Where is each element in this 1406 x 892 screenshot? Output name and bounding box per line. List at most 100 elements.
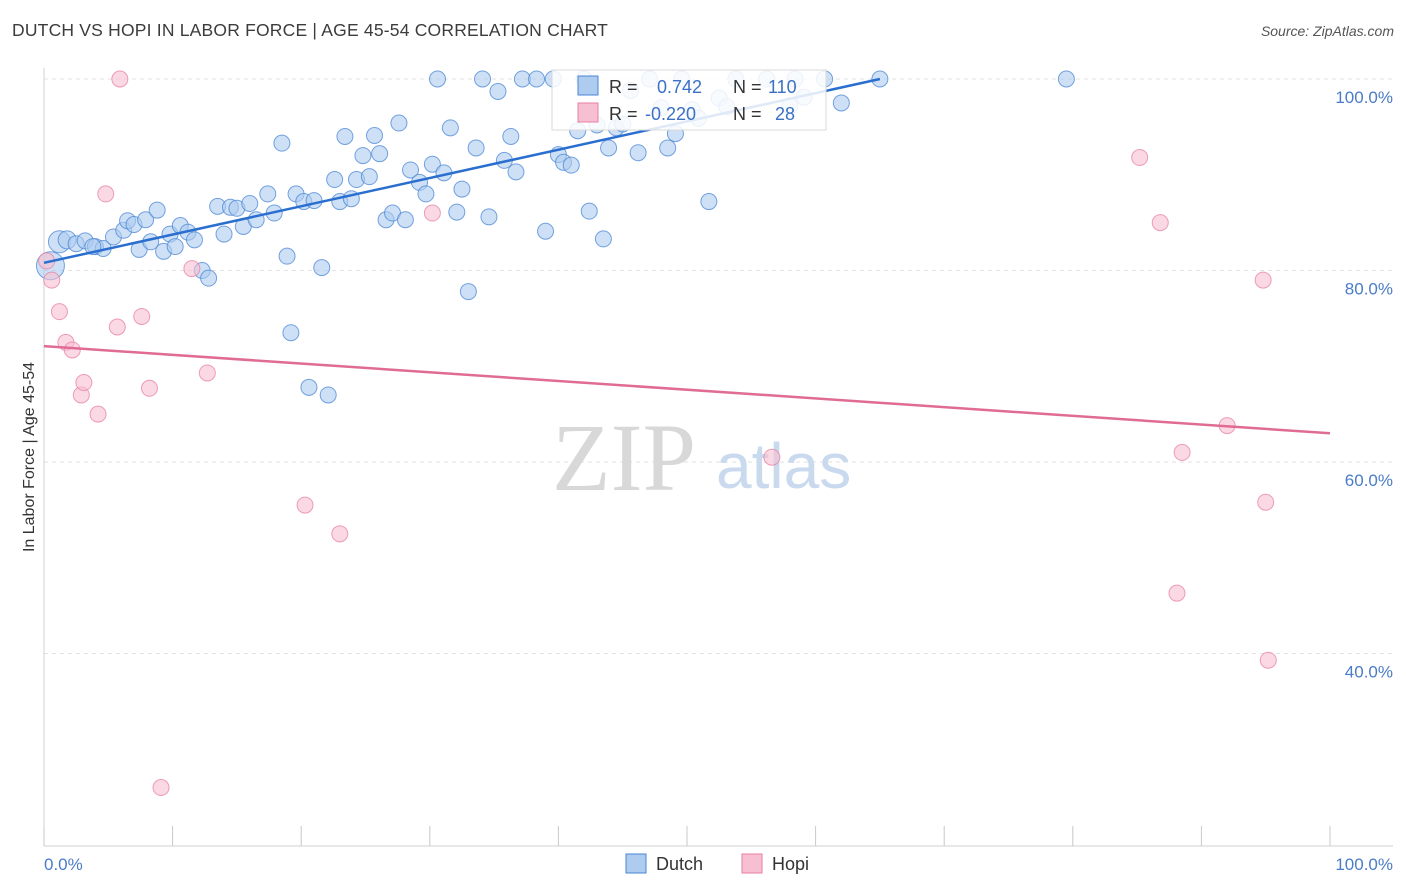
- dutch-stats-swatch: [577, 75, 599, 96]
- hopi-point: [111, 70, 129, 88]
- dutch-point: [502, 127, 520, 145]
- chart-title: DUTCH VS HOPI IN LABOR FORCE | AGE 45-54…: [12, 20, 609, 40]
- dutch-point: [360, 168, 378, 186]
- hopi-point: [1168, 584, 1186, 602]
- dutch-point: [441, 119, 459, 137]
- dutch-point: [1057, 70, 1075, 88]
- dutch-point: [459, 283, 477, 301]
- watermark-zip: ZIP: [552, 404, 696, 511]
- hopi-n-value: 28: [775, 104, 795, 124]
- dutch-point: [562, 156, 580, 174]
- watermark-atlas: atlas: [716, 430, 851, 502]
- y-tick-label: 60.0%: [1345, 471, 1393, 490]
- dutch-point: [166, 238, 184, 256]
- dutch-point: [305, 192, 323, 210]
- hopi-point: [63, 341, 81, 359]
- hopi-point: [331, 525, 349, 543]
- hopi-point: [763, 448, 781, 466]
- dutch-point: [528, 70, 546, 88]
- dutch-point: [480, 208, 498, 226]
- dutch-point: [282, 324, 300, 342]
- dutch-point: [474, 70, 492, 88]
- dutch-point: [507, 163, 525, 181]
- hopi-point: [1257, 493, 1275, 511]
- dutch-point: [594, 230, 612, 248]
- legend-hopi-label: Hopi: [772, 854, 809, 874]
- hopi-point: [108, 318, 126, 336]
- dutch-point: [371, 145, 389, 163]
- dutch-point: [273, 134, 291, 152]
- dutch-point: [390, 114, 408, 132]
- hopi-point: [1151, 214, 1169, 232]
- x-ticks: [43, 826, 1331, 846]
- dutch-point: [366, 126, 384, 144]
- y-axis-label: In Labor Force | Age 45-54: [21, 362, 38, 552]
- dutch-r-label: R =: [609, 77, 638, 97]
- dutch-point: [629, 144, 647, 162]
- hopi-point: [89, 405, 107, 423]
- source-label: Source: ZipAtlas.com: [1260, 23, 1394, 39]
- dutch-point: [537, 222, 555, 240]
- dutch-n-label: N =: [733, 77, 762, 97]
- dutch-point: [659, 139, 677, 157]
- dutch-point: [185, 231, 203, 249]
- dutch-point: [336, 127, 354, 145]
- dutch-point: [326, 171, 344, 189]
- dutch-point: [580, 202, 598, 220]
- dutch-point: [396, 211, 414, 229]
- dutch-point: [200, 269, 218, 287]
- hopi-point: [140, 379, 158, 397]
- hopi-trendline: [43, 344, 1331, 435]
- hopi-point: [75, 374, 93, 392]
- dutch-point: [313, 259, 331, 277]
- dutch-point: [417, 185, 435, 203]
- hopi-point: [152, 779, 170, 797]
- dutch-point: [148, 201, 166, 219]
- bottom-legend: Dutch Hopi: [625, 853, 809, 874]
- dutch-point: [137, 211, 155, 229]
- hopi-point: [198, 364, 216, 382]
- dutch-point: [423, 155, 441, 173]
- dutch-point: [278, 247, 296, 265]
- dutch-point: [453, 180, 471, 198]
- dutch-point: [513, 70, 531, 88]
- x-tick-label-max: 100.0%: [1335, 855, 1393, 874]
- hopi-n-label: N =: [733, 104, 762, 124]
- legend-hopi-swatch: [741, 853, 763, 874]
- hopi-point: [1254, 271, 1272, 289]
- hopi-point: [133, 307, 151, 325]
- dutch-n-value: 110: [768, 77, 797, 97]
- dutch-point: [241, 194, 259, 212]
- dutch-point: [402, 161, 420, 179]
- dutch-point: [354, 147, 372, 165]
- hopi-point: [183, 260, 201, 278]
- stats-legend-box: R = 0.742 N = 110 R = -0.220 N = 28: [551, 69, 827, 131]
- hopi-point: [296, 496, 314, 514]
- axes: [43, 68, 1393, 847]
- hopi-r-value: -0.220: [645, 104, 696, 124]
- hopi-point: [1131, 149, 1149, 167]
- dutch-point: [300, 378, 318, 396]
- dutch-point: [467, 139, 485, 157]
- y-tick-label: 100.0%: [1335, 88, 1393, 107]
- x-tick-label-min: 0.0%: [44, 855, 83, 874]
- y-tick-label: 80.0%: [1345, 280, 1393, 299]
- dutch-point: [259, 185, 277, 203]
- dutch-r-value: 0.742: [657, 77, 702, 97]
- y-tick-label: 40.0%: [1345, 663, 1393, 682]
- dutch-point: [832, 94, 850, 112]
- y-tick-labels: 100.0% 80.0% 60.0% 40.0%: [1335, 88, 1393, 682]
- hopi-point: [1259, 651, 1277, 669]
- legend-dutch-label: Dutch: [656, 854, 703, 874]
- dutch-point: [429, 70, 447, 88]
- hopi-point: [1173, 443, 1191, 461]
- hopi-stats-swatch: [577, 102, 599, 123]
- hopi-point: [423, 204, 441, 222]
- dutch-point: [215, 225, 233, 243]
- hopi-point: [43, 271, 61, 289]
- hopi-r-label: R =: [609, 104, 638, 124]
- dutch-point: [319, 386, 337, 404]
- dutch-point: [489, 82, 507, 100]
- gridlines: [44, 78, 1393, 654]
